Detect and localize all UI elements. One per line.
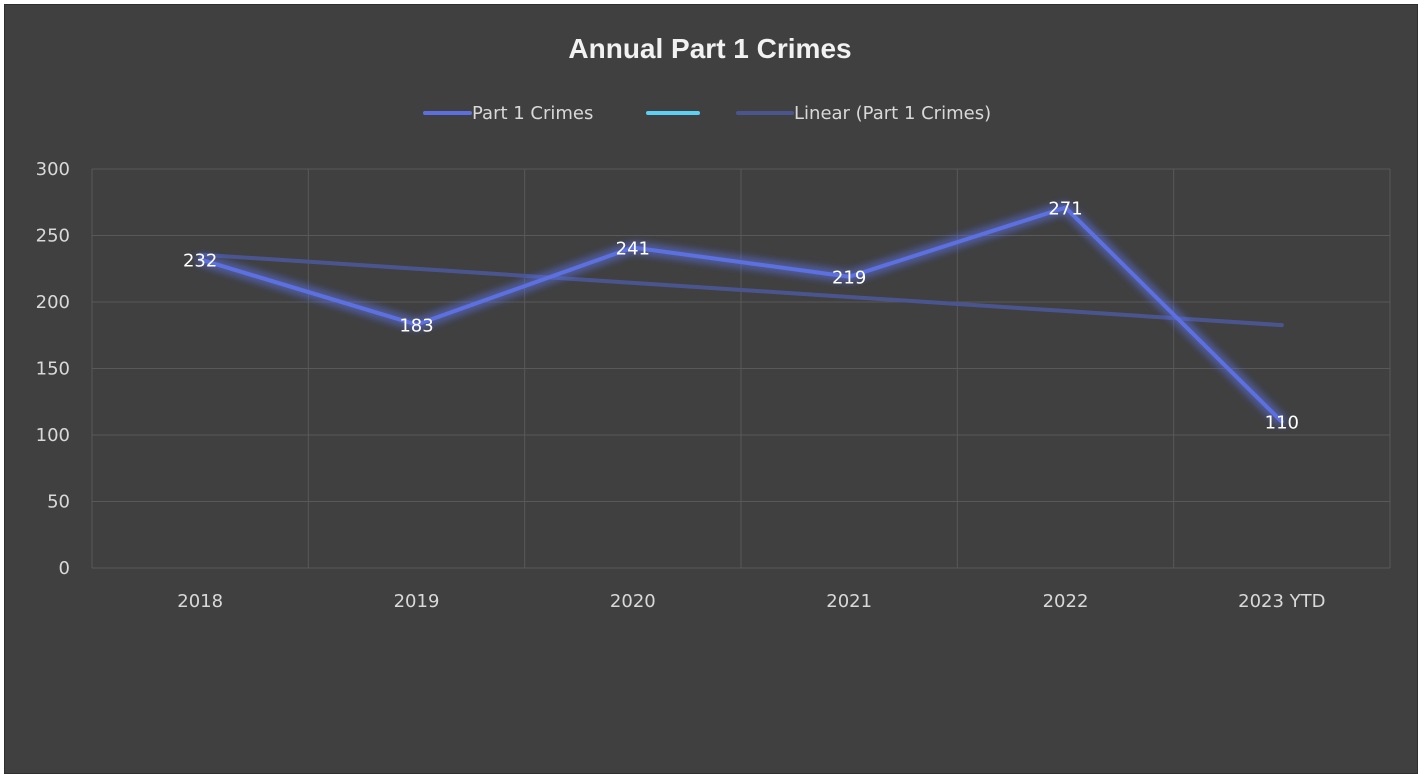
y-tick-label: 150: [36, 359, 70, 380]
y-tick-label: 0: [59, 558, 70, 579]
x-axis-ticks: 2018 2019 2020 2021 2022 2023 YTD: [177, 591, 1325, 612]
trendline-linear: [198, 252, 1284, 328]
data-label: 241: [616, 238, 650, 259]
x-tick-label: 2019: [394, 591, 440, 612]
y-tick-label: 300: [36, 159, 70, 180]
y-tick-label: 100: [36, 425, 70, 446]
data-labels: 232 183 241 219 271 110: [183, 199, 1299, 434]
legend-label-part1-crimes: Part 1 Crimes: [472, 103, 593, 124]
data-label: 219: [832, 268, 866, 289]
data-label: 183: [399, 316, 433, 337]
data-label: 271: [1048, 199, 1082, 220]
y-tick-label: 50: [47, 492, 70, 513]
chart-frame: [4, 4, 1418, 774]
x-tick-label: 2020: [610, 591, 656, 612]
x-tick-label: 2021: [826, 591, 872, 612]
legend-label-linear-trend: Linear (Part 1 Crimes): [794, 103, 991, 124]
chart-title: Annual Part 1 Crimes: [568, 33, 851, 64]
data-label: 232: [183, 250, 217, 271]
x-tick-label: 2018: [177, 591, 223, 612]
legend: Part 1 Crimes Linear (Part 1 Crimes): [423, 103, 991, 124]
x-tick-label: 2022: [1043, 591, 1089, 612]
y-tick-label: 250: [36, 226, 70, 247]
y-axis-ticks: 0 50 100 150 200 250 300: [36, 159, 70, 579]
series-line-part1-crimes: [198, 205, 1284, 424]
series-lines: [198, 205, 1284, 424]
y-tick-label: 200: [36, 292, 70, 313]
data-label: 110: [1265, 413, 1299, 434]
grid: [91, 168, 1391, 569]
x-tick-label: 2023 YTD: [1238, 591, 1325, 612]
